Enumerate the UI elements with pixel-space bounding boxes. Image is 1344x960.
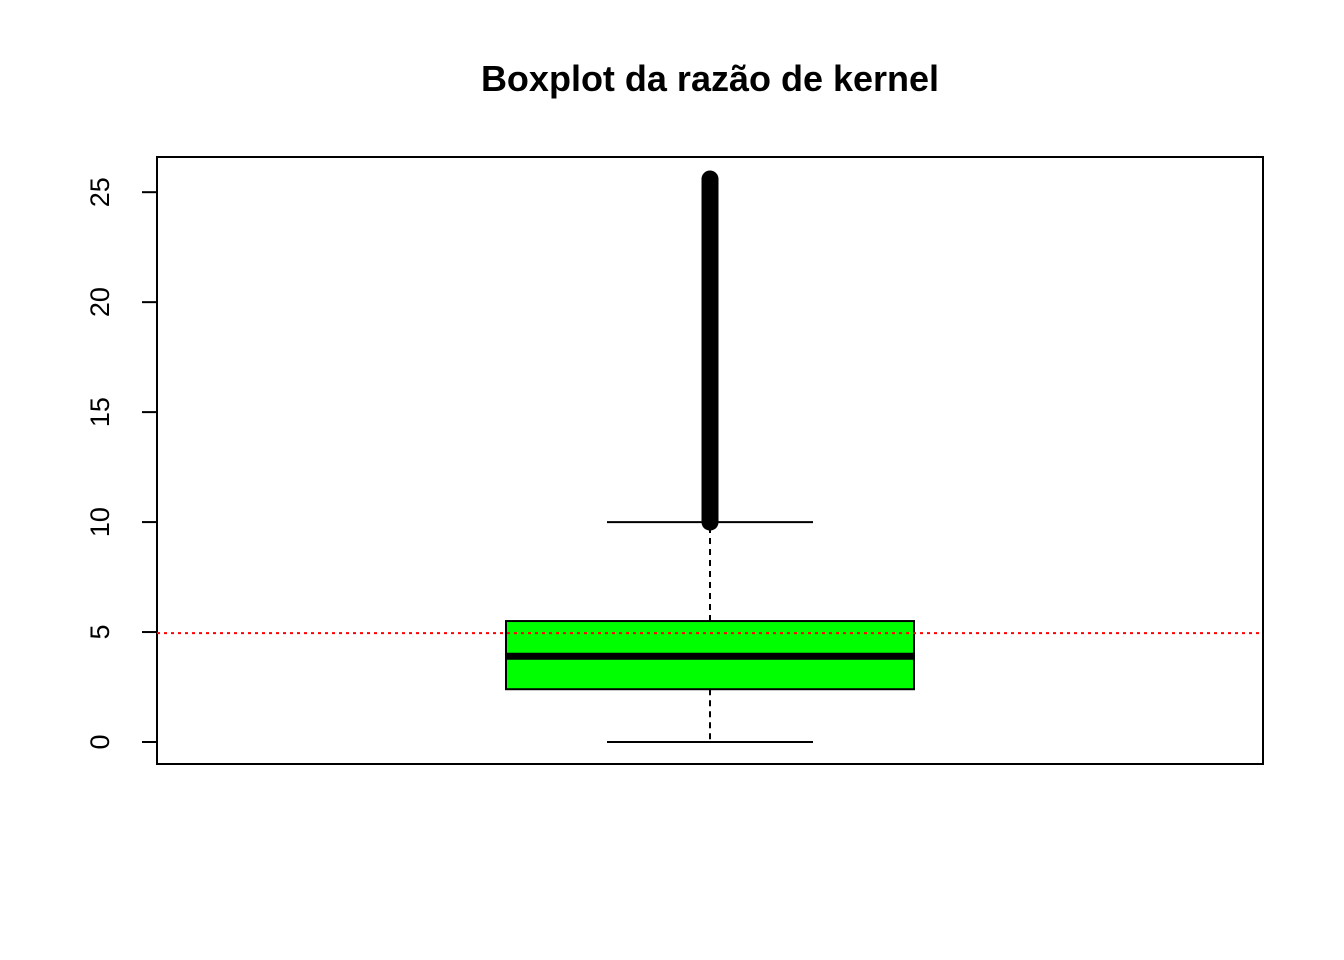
y-tick-label-25: 25: [85, 177, 115, 207]
y-tick-label-20: 20: [85, 287, 115, 317]
plot-frame: [156, 156, 1264, 765]
y-tick-label-5: 5: [85, 625, 115, 640]
plot-area: 0 5 10 15 20 25: [85, 156, 1264, 765]
y-tick-label-15: 15: [85, 397, 115, 427]
chart-title: Boxplot da razão de kernel: [481, 58, 939, 99]
y-tick-label-0: 0: [85, 734, 115, 749]
y-tick-label-10: 10: [85, 507, 115, 537]
